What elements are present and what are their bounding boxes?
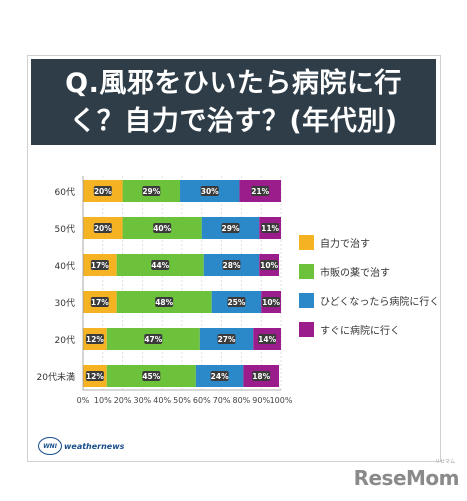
data-label-bg <box>153 223 172 233</box>
x-tick-label: 60% <box>193 396 211 405</box>
data-label-bg <box>222 260 241 270</box>
y-category-label: 30代 <box>55 298 75 309</box>
legend-swatch <box>299 263 314 279</box>
resemom-brand: ReseMom <box>353 466 460 490</box>
y-category-label: 40代 <box>55 261 75 272</box>
data-label: 17% <box>91 261 109 270</box>
chart-legend: 自力で治す 市販の薬で治す ひどくなったら病院に行く すぐに病院に行く <box>299 233 439 349</box>
bars-layer <box>83 180 281 387</box>
data-label: 10% <box>260 261 278 270</box>
y-category-label: 20代未満 <box>37 371 75 383</box>
x-tick-label: 80% <box>233 396 251 405</box>
data-label: 25% <box>227 298 245 307</box>
data-label-bg <box>210 371 229 381</box>
data-label: 29% <box>222 224 240 233</box>
data-label: 12% <box>86 372 104 381</box>
data-label: 30% <box>201 187 219 196</box>
data-label: 11% <box>261 224 279 233</box>
data-label-bg <box>262 297 281 307</box>
data-label: 47% <box>144 335 162 344</box>
data-label-bg <box>144 334 163 344</box>
legend-item-hospital-if-worse: ひどくなったら病院に行く <box>299 291 439 309</box>
data-label: 44% <box>151 261 169 270</box>
data-label-bg <box>142 186 161 196</box>
labels-layer: 20% 29% 30% 21% 20% 40% 29% 11% 17% 44% 28% 10% 17% 4… <box>85 186 281 381</box>
data-label: 20% <box>94 187 112 196</box>
data-label-bg <box>93 186 112 196</box>
x-tick-label: 100% <box>270 396 293 405</box>
legend-swatch <box>299 292 314 308</box>
legend-swatch <box>299 321 314 337</box>
data-label-bg <box>217 334 236 344</box>
brand-subtext: リセマム <box>434 459 455 465</box>
data-label-bg <box>227 297 246 307</box>
data-label: 40% <box>153 224 171 233</box>
x-tick-label: 10% <box>94 396 112 405</box>
data-label: 17% <box>91 298 109 307</box>
data-label: 21% <box>251 187 269 196</box>
data-label: 48% <box>155 298 173 307</box>
data-label-bg <box>221 223 240 233</box>
data-label-bg <box>85 334 104 344</box>
grid-layer <box>82 176 282 390</box>
logo-text: weathernews <box>64 441 125 451</box>
y-category-label: 20代 <box>55 335 75 346</box>
logo-mark-icon: WNI <box>38 437 62 455</box>
axis-layer: 0% 10% 20% 30% 40% 50% 60% 70% 80% 90% 100%60代50代4… <box>37 176 293 405</box>
legend-label: 自力で治す <box>320 238 370 250</box>
data-label-bg <box>261 223 280 233</box>
data-label: 29% <box>142 187 160 196</box>
title-line-1: Q.風邪をひいたら病院に行 <box>65 68 402 99</box>
x-tick-label: 90% <box>252 396 270 405</box>
weathernews-logo: WNI weathernews <box>38 437 124 455</box>
data-label-bg <box>93 223 112 233</box>
legend-swatch <box>299 234 314 250</box>
legend-label: ひどくなったら病院に行く <box>320 296 440 308</box>
x-tick-label: 30% <box>134 396 152 405</box>
legend-item-self-cure: 自力で治す <box>299 233 439 251</box>
data-label-bg <box>252 371 271 381</box>
data-label-bg <box>90 297 109 307</box>
y-category-label: 60代 <box>55 187 75 198</box>
data-label-bg <box>85 371 104 381</box>
data-label-bg <box>155 297 174 307</box>
data-label-bg <box>258 334 277 344</box>
data-label: 10% <box>262 298 280 307</box>
x-tick-label: 0% <box>77 396 90 405</box>
x-tick-label: 40% <box>153 396 171 405</box>
data-label: 14% <box>258 335 276 344</box>
title-line-2: く？自力で治す？(年代別) <box>69 106 398 137</box>
data-label: 18% <box>252 372 270 381</box>
legend-item-otc-medicine: 市販の薬で治す <box>299 262 439 280</box>
data-label: 27% <box>218 335 236 344</box>
data-label: 28% <box>223 261 241 270</box>
legend-label: 市販の薬で治す <box>320 267 390 279</box>
x-tick-label: 20% <box>114 396 132 405</box>
legend-item-hospital-immediately: すぐに病院に行く <box>299 320 439 338</box>
data-label: 20% <box>94 224 112 233</box>
data-label-bg <box>90 260 109 270</box>
x-tick-label: 70% <box>213 396 231 405</box>
y-category-label: 50代 <box>55 224 75 235</box>
data-label-bg <box>151 260 170 270</box>
chart-title: Q.風邪をひいたら病院に行 く？自力で治す？(年代別) <box>31 59 436 145</box>
x-tick-label: 50% <box>173 396 191 405</box>
data-label: 24% <box>211 372 229 381</box>
data-label: 45% <box>142 372 160 381</box>
data-label-bg <box>200 186 219 196</box>
data-label-bg <box>251 186 270 196</box>
data-label-bg <box>142 371 161 381</box>
legend-label: すぐに病院に行く <box>320 325 400 337</box>
data-label: 12% <box>86 335 104 344</box>
data-label-bg <box>260 260 279 270</box>
